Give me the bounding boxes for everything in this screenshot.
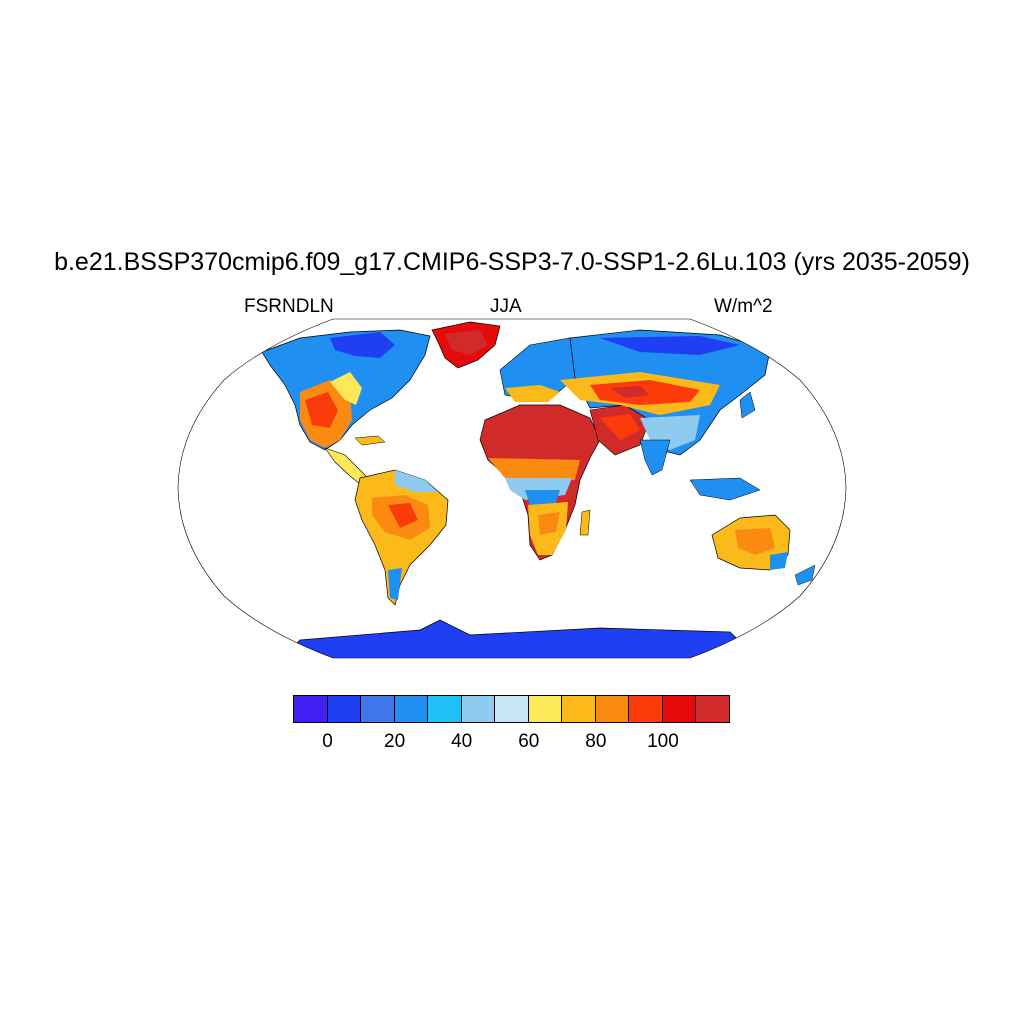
units-label: W/m^2	[714, 296, 773, 317]
colorbar-tick-label: 100	[647, 731, 679, 752]
colorbar-box	[293, 695, 328, 723]
season-label: JJA	[490, 296, 522, 317]
colorbar-tick-label: 40	[451, 731, 473, 752]
colorbar-box	[393, 695, 429, 723]
colorbar-box	[695, 695, 730, 723]
variable-label: FSRNDLN	[244, 296, 334, 317]
colorbar-box	[460, 695, 496, 723]
map-boundary	[177, 318, 847, 659]
land-areas	[261, 321, 816, 658]
colorbar-box	[326, 695, 362, 723]
colorbar-box	[360, 695, 395, 723]
colorbar-box	[527, 695, 563, 723]
colorbar-tick-label: 80	[585, 731, 607, 752]
colorbar-box	[494, 695, 529, 723]
colorbar-box	[661, 695, 697, 723]
antarctica	[279, 619, 761, 658]
colorbar-tick-label: 60	[518, 731, 540, 752]
colorbar-tick-label: 0	[322, 731, 333, 752]
colorbar-box	[628, 695, 663, 723]
plot-title: b.e21.BSSP370cmip6.f09_g17.CMIP6-SSP3-7.…	[54, 248, 970, 276]
colorbar-box	[427, 695, 462, 723]
colorbar-tick-label: 20	[384, 731, 406, 752]
colorbar-box	[594, 695, 630, 723]
colorbar	[293, 695, 730, 723]
colorbar-box	[561, 695, 596, 723]
